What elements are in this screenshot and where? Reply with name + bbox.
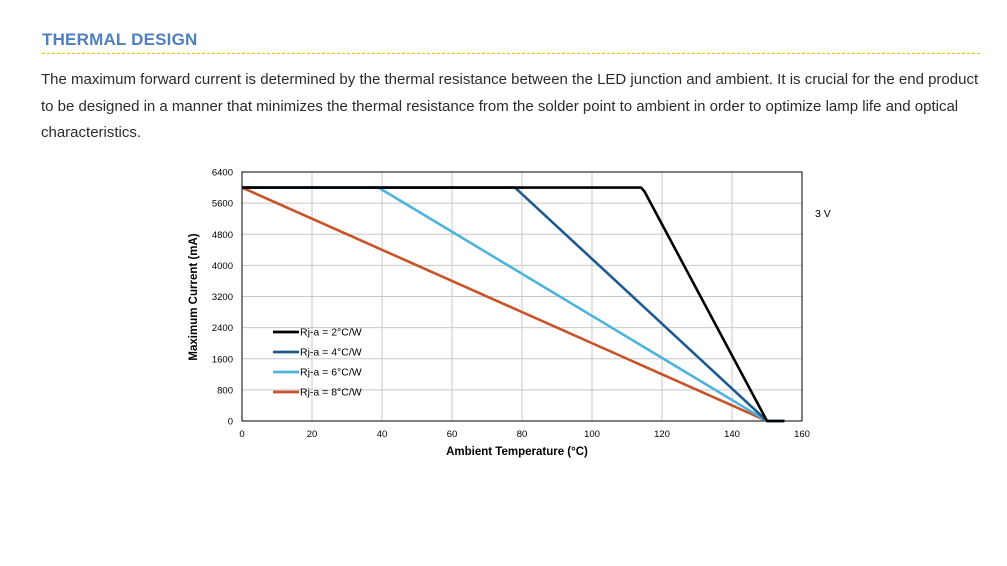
y-tick-label: 4800 — [212, 230, 233, 241]
section-divider — [42, 53, 980, 54]
x-tick-label: 60 — [447, 429, 458, 440]
section-body-text: The maximum forward current is determine… — [41, 71, 979, 141]
legend-label: Rj-a = 2°C/W — [300, 327, 362, 339]
y-tick-label: 3200 — [212, 292, 233, 303]
series-line — [242, 186, 785, 423]
x-tick-label: 160 — [794, 429, 810, 440]
voltage-annotation: 3 V — [815, 208, 831, 220]
x-tick-label: 100 — [584, 429, 600, 440]
x-tick-label: 0 — [239, 429, 244, 440]
y-tick-label: 800 — [217, 385, 233, 396]
x-tick-labels: 0 20 40 60 80 100 120 140 160 — [239, 429, 810, 440]
y-tick-label: 0 — [228, 417, 233, 428]
y-tick-labels: 0 800 1600 2400 3200 4000 4800 5600 6400 — [212, 168, 233, 428]
y-axis-label: Maximum Current (mA) — [188, 233, 200, 360]
y-tick-label: 1600 — [212, 354, 233, 365]
grid-layer — [241, 171, 803, 422]
legend-label: Rj-a = 8°C/W — [300, 387, 362, 399]
x-tick-label: 20 — [307, 429, 318, 440]
y-tick-label: 5600 — [212, 199, 233, 210]
plot-frame — [241, 171, 803, 422]
y-tick-label: 4000 — [212, 261, 233, 272]
x-axis-label: Ambient Temperature (°C) — [446, 446, 588, 458]
section-title: THERMAL DESIGN — [42, 30, 198, 49]
y-tick-label: 2400 — [212, 323, 233, 334]
x-tick-label: 80 — [517, 429, 528, 440]
series-layer — [241, 186, 785, 423]
y-tick-label: 6400 — [212, 168, 233, 179]
x-tick-label: 40 — [377, 429, 388, 440]
x-tick-label: 140 — [724, 429, 740, 440]
legend-label: Rj-a = 4°C/W — [300, 347, 362, 359]
legend: Rj-a = 2°C/W Rj-a = 4°C/W Rj-a = 6°C/W Rj-a… — [273, 327, 362, 399]
x-tick-label: 120 — [654, 429, 670, 440]
legend-label: Rj-a = 6°C/W — [300, 367, 362, 379]
